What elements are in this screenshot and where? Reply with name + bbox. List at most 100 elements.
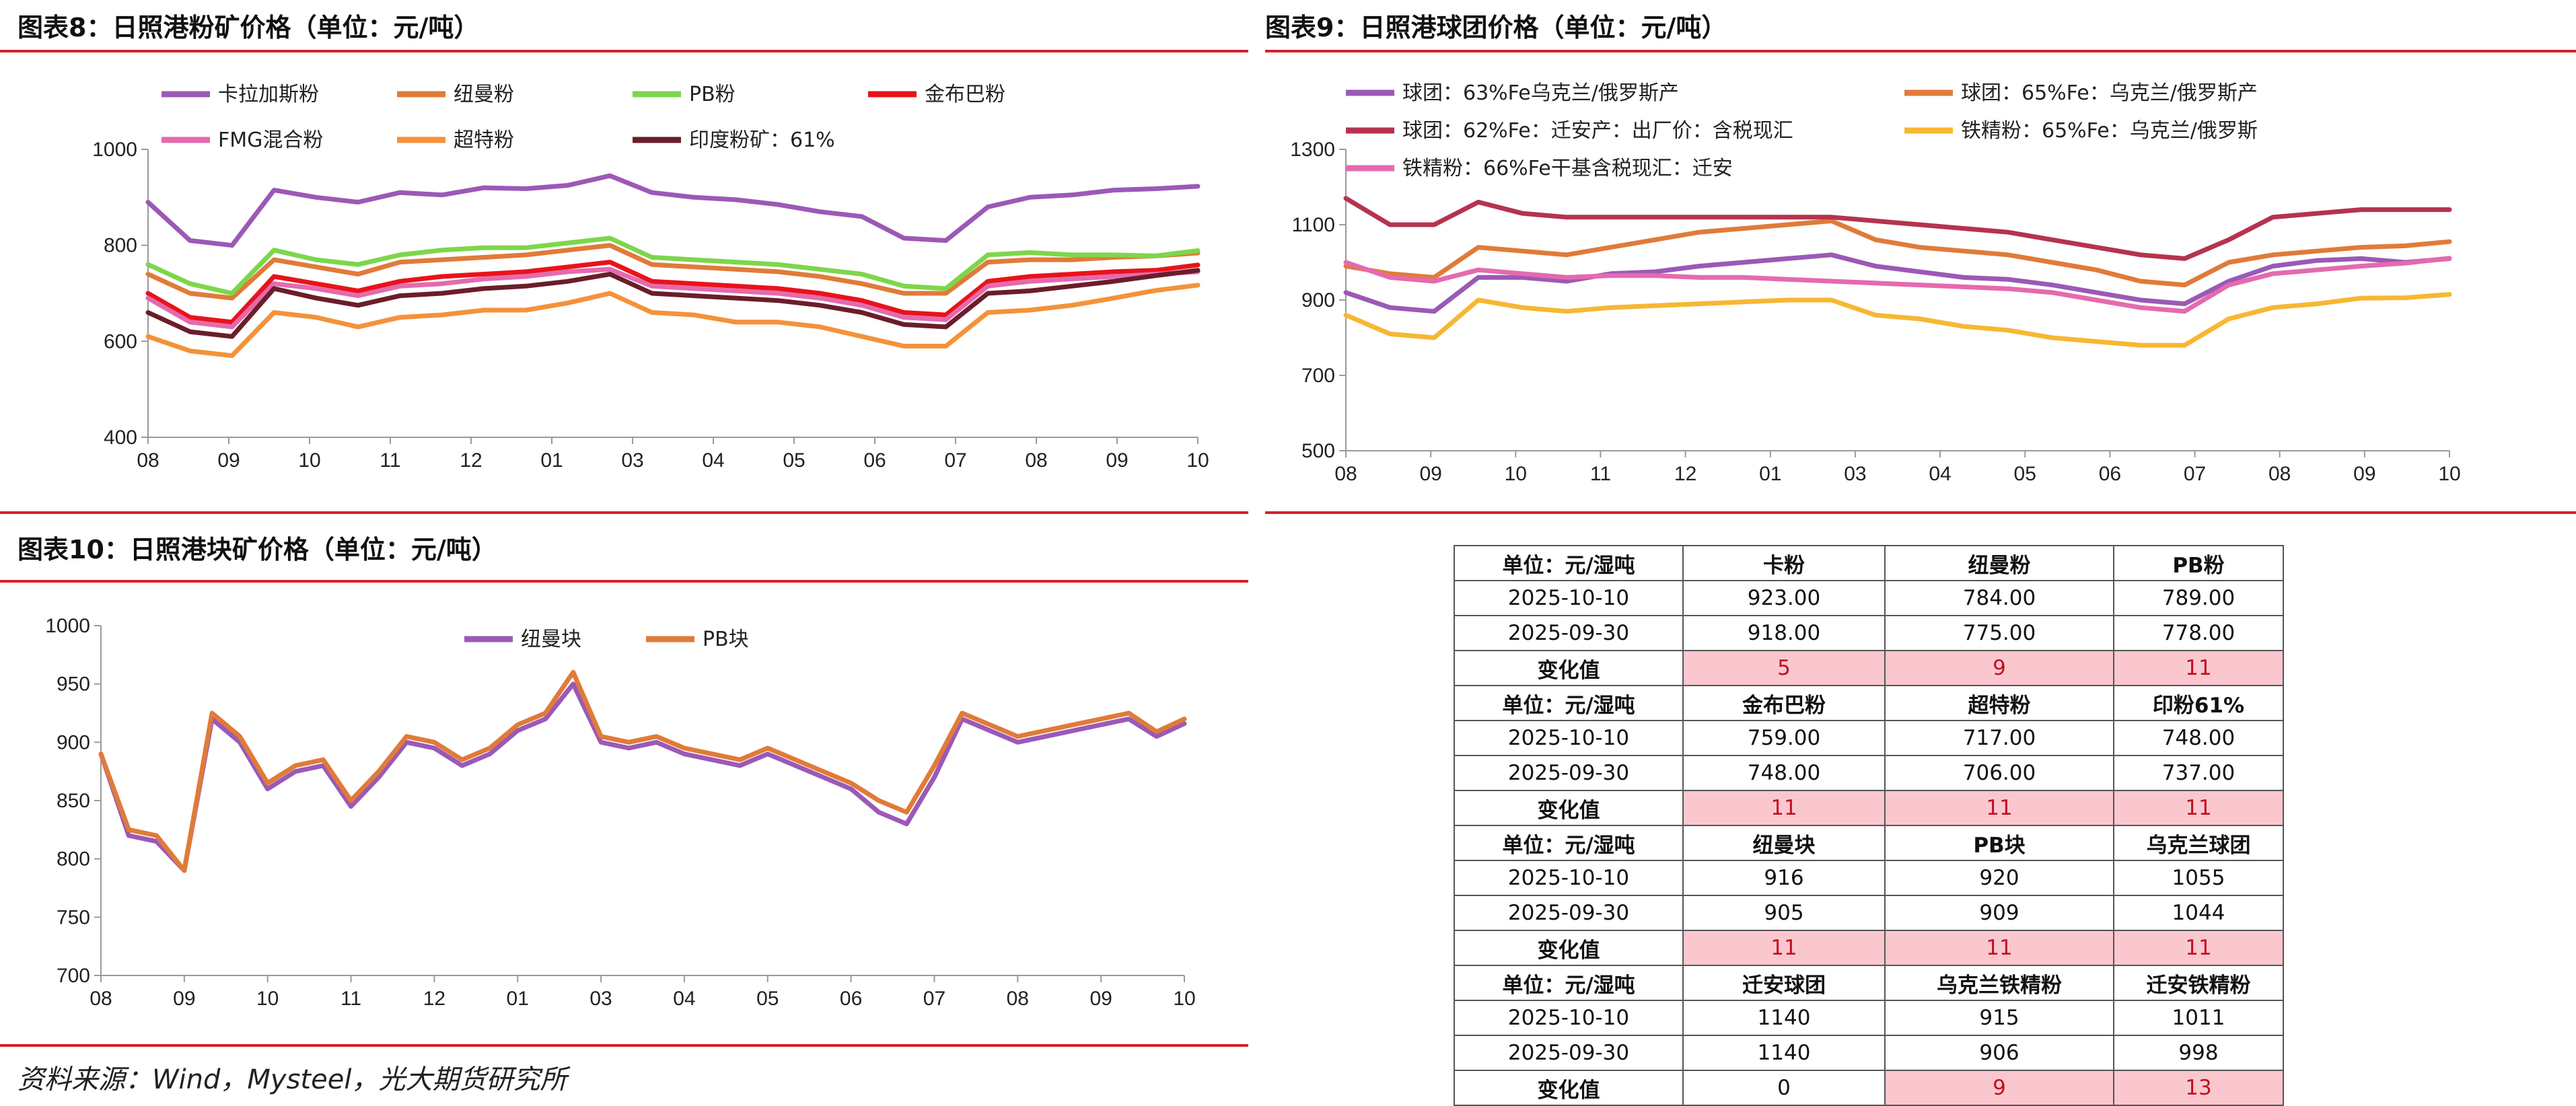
table-value-cell: 905 xyxy=(1682,895,1886,931)
y-tick-label: 1100 xyxy=(1291,214,1335,236)
legend-label: 金布巴粉 xyxy=(925,83,1005,106)
table-value-cell: 1044 xyxy=(2113,895,2284,931)
change-value-cell: 5 xyxy=(1682,650,1886,686)
series-line-fig8-0 xyxy=(145,173,1201,248)
table-value-cell: 748.00 xyxy=(1682,755,1886,791)
x-tick-label: 10 xyxy=(1505,463,1527,485)
x-tick-label: 01 xyxy=(540,449,563,472)
change-value-cell: 11 xyxy=(1682,790,1886,826)
legend-label: 纽曼块 xyxy=(521,628,581,651)
x-tick-label: 09 xyxy=(1106,449,1128,472)
x-tick-label: 09 xyxy=(173,988,195,1010)
change-value-cell: 11 xyxy=(1682,930,1886,966)
change-value-cell: 11 xyxy=(1884,930,2114,966)
x-tick-label: 04 xyxy=(1929,463,1951,485)
table-value-cell: 909 xyxy=(1884,895,2114,931)
table-row: 2025-09-30 905 909 1044 xyxy=(1454,895,2284,931)
change-label-cell: 变化值 xyxy=(1454,1070,1684,1106)
series-line-fig9-1 xyxy=(1343,218,2452,288)
table-date-cell: 2025-10-10 xyxy=(1454,580,1684,616)
change-value-cell: 9 xyxy=(1884,650,2114,686)
x-tick-label: 09 xyxy=(2353,463,2375,485)
table-value-cell: 923.00 xyxy=(1682,580,1886,616)
table-date-cell: 2025-09-30 xyxy=(1454,1035,1684,1071)
chart-title-fig9: 图表9：日照港球团价格（单位：元/吨） xyxy=(1265,13,1727,42)
x-tick-label: 08 xyxy=(1007,988,1029,1010)
table-row: 2025-09-30 748.00 706.00 737.00 xyxy=(1454,755,2284,791)
legend-label: 铁精粉：65%Fe：乌克兰/俄罗斯 xyxy=(1961,119,2258,143)
table-row: 2025-10-10 759.00 717.00 748.00 xyxy=(1454,720,2284,756)
y-tick-label: 1000 xyxy=(45,615,90,637)
x-tick-label: 05 xyxy=(783,449,805,472)
table-date-cell: 2025-09-30 xyxy=(1454,895,1684,931)
series-line-fig8-5 xyxy=(145,283,1201,359)
x-tick-label: 01 xyxy=(507,988,529,1010)
x-tick-label: 03 xyxy=(621,449,643,472)
legend-label: 球团：65%Fe：乌克兰/俄罗斯产 xyxy=(1961,81,2258,105)
series-line-fig10-1 xyxy=(98,669,1187,873)
table-date-cell: 2025-10-10 xyxy=(1454,720,1684,756)
series-line-fig10-0 xyxy=(98,681,1187,873)
table-header-row: 单位：元/湿吨 迁安球团 乌克兰铁精粉 迁安铁精粉 xyxy=(1454,965,2284,1001)
series-line-fig8-1 xyxy=(145,243,1201,301)
table-date-cell: 2025-09-30 xyxy=(1454,755,1684,791)
change-label-cell: 变化值 xyxy=(1454,790,1684,826)
table-header-cell: PB粉 xyxy=(2113,545,2284,581)
y-tick-label: 900 xyxy=(1301,289,1335,311)
table-value-cell: 1055 xyxy=(2113,860,2284,896)
chart-title-fig8: 图表8：日照港粉矿价格（单位：元/吨） xyxy=(17,13,480,42)
legend-label: 超特粉 xyxy=(454,128,514,152)
legend-label: 印度粉矿：61% xyxy=(689,128,835,152)
x-tick-label: 07 xyxy=(2184,463,2206,485)
table-row: 2025-10-10 923.00 784.00 789.00 xyxy=(1454,580,2284,616)
table-value-cell: 789.00 xyxy=(2113,580,2284,616)
x-tick-label: 04 xyxy=(702,449,724,472)
legend-label: 球团：63%Fe乌克兰/俄罗斯产 xyxy=(1402,81,1679,105)
table-value-cell: 1140 xyxy=(1682,1000,1886,1036)
table-date-cell: 2025-10-10 xyxy=(1454,1000,1684,1036)
change-label-cell: 变化值 xyxy=(1454,930,1684,966)
series-line-fig8-6 xyxy=(145,268,1201,339)
table-header-cell: 单位：元/湿吨 xyxy=(1454,965,1684,1001)
table-value-cell: 1140 xyxy=(1682,1035,1886,1071)
table-header-cell: 纽曼块 xyxy=(1682,825,1886,861)
table-header-cell: 超特粉 xyxy=(1884,685,2114,721)
y-tick-label: 1300 xyxy=(1290,139,1335,161)
table-date-cell: 2025-09-30 xyxy=(1454,615,1684,651)
price-table: 单位：元/湿吨 卡粉 纽曼粉 PB粉 2025-10-10 923.00 784.00 789… xyxy=(1454,545,2284,1106)
source-note: 资料来源：Wind，Mysteel，光大期货研究所 xyxy=(17,1064,567,1095)
change-value-cell: 9 xyxy=(1884,1070,2114,1106)
change-value-cell: 11 xyxy=(2113,790,2284,826)
y-tick-label: 800 xyxy=(104,235,137,257)
x-tick-label: 04 xyxy=(673,988,695,1010)
table-row: 2025-10-10 916 920 1055 xyxy=(1454,860,2284,896)
table-value-cell: 998 xyxy=(2113,1035,2284,1071)
y-tick-label: 950 xyxy=(57,673,90,696)
x-tick-label: 11 xyxy=(341,988,361,1010)
x-tick-label: 08 xyxy=(1334,463,1357,485)
x-tick-label: 09 xyxy=(1089,988,1112,1010)
x-tick-label: 03 xyxy=(589,988,612,1010)
table-value-cell: 717.00 xyxy=(1884,720,2114,756)
table-header-cell: 金布巴粉 xyxy=(1682,685,1886,721)
chart-title-fig10: 图表10：日照港块矿价格（单位：元/吨） xyxy=(17,535,497,564)
table-value-cell: 784.00 xyxy=(1884,580,2114,616)
y-tick-label: 500 xyxy=(1301,440,1335,462)
table-header-cell: 卡粉 xyxy=(1682,545,1886,581)
table-value-cell: 778.00 xyxy=(2113,615,2284,651)
table-value-cell: 906 xyxy=(1884,1035,2114,1071)
table-header-row: 单位：元/湿吨 金布巴粉 超特粉 印粉61% xyxy=(1454,685,2284,721)
table-date-cell: 2025-10-10 xyxy=(1454,860,1684,896)
table-change-row: 变化值 0 9 13 xyxy=(1454,1070,2284,1106)
table-value-cell: 918.00 xyxy=(1682,615,1886,651)
table-row: 2025-10-10 1140 915 1011 xyxy=(1454,1000,2284,1036)
x-tick-label: 08 xyxy=(1025,449,1047,472)
table-value-cell: 775.00 xyxy=(1884,615,2114,651)
legend-label: PB块 xyxy=(703,628,749,651)
x-tick-label: 12 xyxy=(1674,463,1696,485)
change-value-cell: 0 xyxy=(1682,1070,1886,1106)
series-line-fig8-4 xyxy=(145,266,1201,330)
x-tick-label: 09 xyxy=(217,449,240,472)
legend-label: 球团：62%Fe：迁安产：出厂价：含税现汇 xyxy=(1402,119,1793,143)
x-tick-label: 08 xyxy=(2268,463,2291,485)
